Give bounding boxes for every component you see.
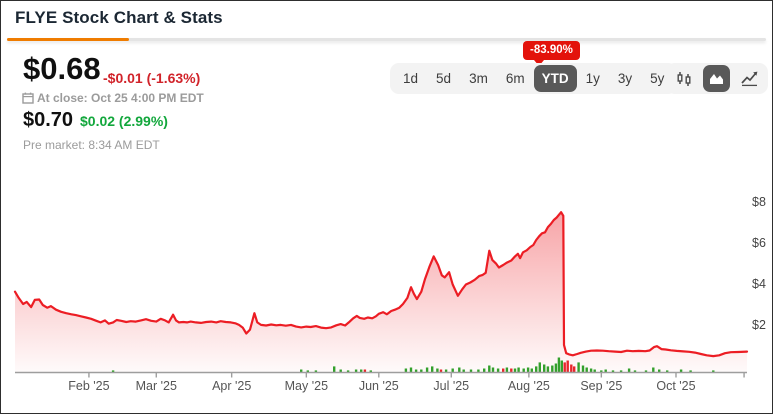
chart-type-area-button[interactable]	[703, 65, 730, 92]
price-area-fill	[15, 212, 747, 373]
x-axis-label: Jun '25	[359, 379, 399, 393]
volume-bars	[111, 357, 715, 373]
pre-market-change: $0.02 (2.99%)	[80, 113, 168, 129]
y-axis-label: $2	[752, 318, 766, 332]
title-divider-accent	[7, 38, 129, 41]
x-axis	[15, 371, 747, 378]
title-divider	[7, 38, 766, 41]
price-change: -$0.01 (-1.63%)	[103, 70, 201, 86]
ytd-change-badge: -83.90%	[523, 41, 580, 66]
range-button-3y[interactable]: 3y	[609, 67, 641, 91]
at-close-label: At close: Oct 25 4:00 PM EDT	[37, 91, 204, 105]
range-button-1y[interactable]: 1y	[577, 67, 609, 91]
area-chart-icon	[710, 74, 723, 84]
price-chart[interactable]: Feb '25 Mar '25 Apr '25 May '25 Jun '25 Jul '…	[1, 184, 773, 414]
chart-type-candlestick-button[interactable]	[673, 68, 695, 90]
x-axis-label: Oct '25	[656, 379, 695, 393]
pre-market-label: Pre market: 8:34 AM EDT	[23, 138, 160, 152]
range-selector: 1d 5d 3m 6m YTD 1y 3y 5y	[390, 63, 678, 94]
range-button-3m[interactable]: 3m	[460, 67, 497, 91]
chart-type-line-button[interactable]	[738, 67, 761, 90]
x-axis-label: May '25	[285, 379, 328, 393]
line-chart-icon	[741, 71, 758, 87]
y-axis-label: $4	[752, 277, 766, 291]
x-axis-label: Feb '25	[68, 379, 109, 393]
range-button-1d[interactable]: 1d	[394, 67, 427, 91]
range-button-5y[interactable]: 5y	[641, 67, 673, 91]
x-axis-label: Jul '25	[433, 379, 469, 393]
calendar-icon	[22, 92, 34, 104]
x-axis-label: Apr '25	[212, 379, 251, 393]
page-title: FLYE Stock Chart & Stats	[15, 8, 223, 27]
x-axis-label: Mar '25	[136, 379, 177, 393]
current-price: $0.68	[23, 51, 101, 86]
axis-labels: Feb '25 Mar '25 Apr '25 May '25 Jun '25 Jul '…	[68, 195, 766, 393]
chart-type-selector	[666, 63, 768, 94]
x-axis-label: Aug '25	[508, 379, 550, 393]
x-axis-label: Sep '25	[580, 379, 622, 393]
candlestick-icon	[677, 71, 691, 86]
pre-market-price: $0.70	[23, 109, 74, 131]
at-close-row: At close: Oct 25 4:00 PM EDT	[22, 91, 204, 105]
range-button-ytd[interactable]: YTD	[533, 64, 577, 93]
range-button-6m[interactable]: 6m	[497, 67, 534, 91]
y-axis-label: $8	[752, 195, 766, 209]
y-axis-label: $6	[752, 236, 766, 250]
range-button-5d[interactable]: 5d	[427, 67, 460, 91]
price-line	[13, 211, 749, 358]
